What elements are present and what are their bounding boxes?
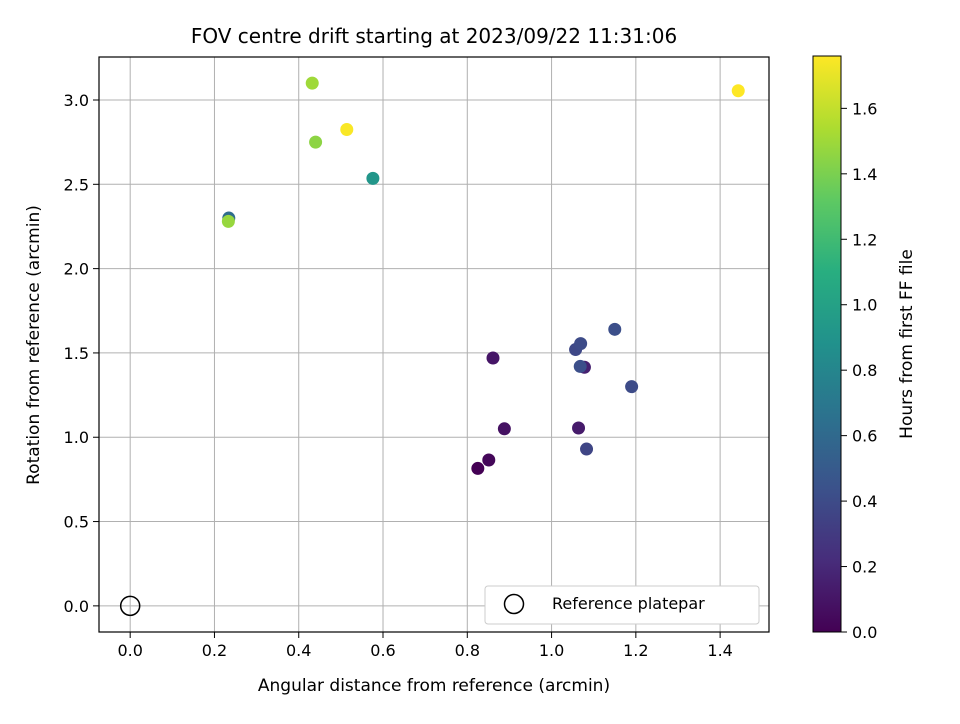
- data-point: [482, 453, 496, 467]
- colorbar-tick-label: 0.8: [852, 361, 877, 380]
- data-point: [221, 214, 235, 228]
- colorbar-tick-label: 0.6: [852, 427, 877, 446]
- x-ticks: 0.0 0.2 0.4 0.6 0.8 1.0 1.2 1.4: [117, 632, 733, 660]
- reference-marker: [119, 595, 141, 617]
- data-point: [608, 322, 622, 336]
- legend-box: [484, 585, 760, 625]
- data-point: [305, 76, 319, 90]
- data-point: [497, 422, 511, 436]
- data-point: [309, 135, 323, 149]
- colorbar-tick-label: 0.4: [852, 492, 877, 511]
- colorbar-tick-label: 1.0: [852, 296, 877, 315]
- reference-point: [119, 595, 141, 617]
- y-tick-label: 3.0: [64, 91, 89, 110]
- data-points: [221, 76, 745, 475]
- grid: [99, 57, 769, 632]
- data-point: [486, 351, 500, 365]
- legend: Reference platepar: [484, 585, 760, 625]
- colorbar-gradient: [812, 55, 842, 633]
- data-point: [731, 84, 745, 98]
- x-tick-label: 0.2: [202, 641, 227, 660]
- colorbar-tick-label: 0.0: [852, 623, 877, 642]
- y-tick-label: 0.0: [64, 597, 89, 616]
- data-point: [340, 123, 354, 137]
- colorbar-tick-label: 1.4: [852, 165, 877, 184]
- x-tick-label: 0.4: [286, 641, 311, 660]
- y-tick-label: 2.0: [64, 260, 89, 279]
- data-point: [580, 442, 594, 456]
- data-point: [366, 171, 380, 185]
- x-tick-label: 0.8: [455, 641, 480, 660]
- legend-label-reference: Reference platepar: [552, 594, 705, 613]
- y-tick-label: 1.0: [64, 428, 89, 447]
- data-point: [574, 337, 588, 351]
- y-ticks: 0.0 0.5 1.0 1.5 2.0 2.5 3.0: [64, 91, 99, 616]
- colorbar: 0.0 0.2 0.4 0.6 0.8 1.0 1.2 1.4 1.6 Hours from f…: [812, 55, 917, 642]
- chart-title: FOV centre drift starting at 2023/09/22 …: [191, 24, 677, 48]
- colorbar-tick-label: 1.6: [852, 99, 877, 118]
- plot-area: 0.0 0.2 0.4 0.6 0.8 1.0 1.2 1.4 0.0 0.5 1.0 1.5 2.0…: [64, 56, 770, 660]
- plot-frame: [98, 56, 770, 633]
- x-tick-label: 1.2: [623, 641, 648, 660]
- legend-marker-open-circle: [503, 593, 525, 615]
- colorbar-label: Hours from first FF file: [897, 249, 917, 439]
- y-tick-label: 2.5: [64, 175, 89, 194]
- colorbar-tick-label: 0.2: [852, 558, 877, 577]
- x-tick-label: 1.0: [539, 641, 564, 660]
- data-point: [625, 380, 639, 394]
- colorbar-tick-label: 1.2: [852, 230, 877, 249]
- colorbar-ticks: 0.0 0.2 0.4 0.6 0.8 1.0 1.2 1.4 1.6: [841, 99, 877, 642]
- y-axis-label: Rotation from reference (arcmin): [24, 205, 44, 485]
- x-axis-label: Angular distance from reference (arcmin): [258, 676, 610, 696]
- y-tick-label: 1.5: [64, 344, 89, 363]
- y-tick-label: 0.5: [64, 513, 89, 532]
- x-tick-label: 1.4: [707, 641, 732, 660]
- x-tick-label: 0.0: [117, 641, 142, 660]
- data-point: [572, 421, 586, 435]
- x-tick-label: 0.6: [370, 641, 395, 660]
- data-point: [573, 359, 587, 373]
- data-point: [471, 461, 485, 475]
